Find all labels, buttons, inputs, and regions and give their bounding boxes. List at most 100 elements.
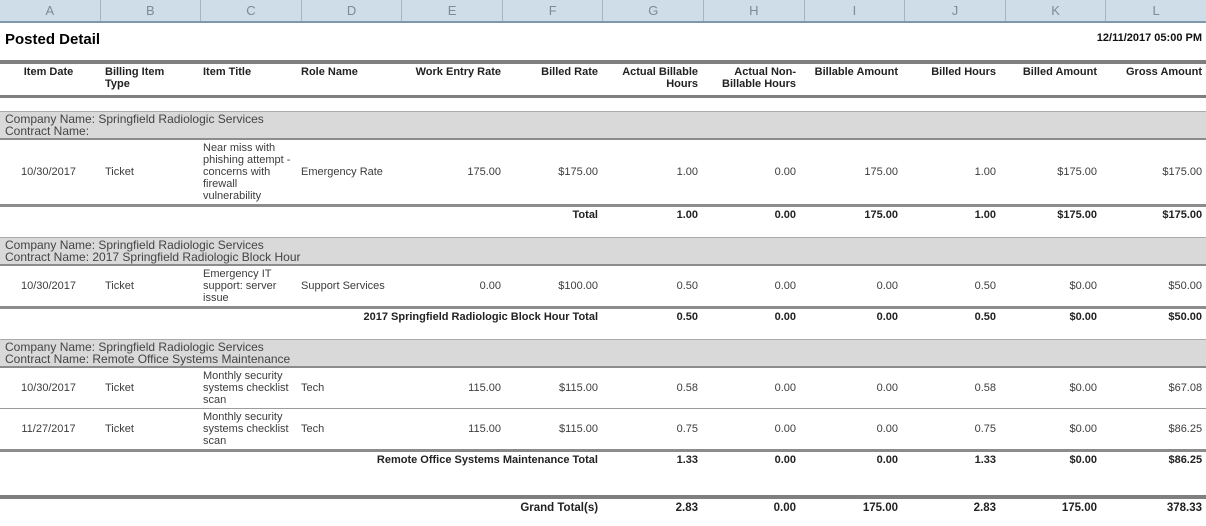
group-total-value: $175.00 [1000,204,1101,224]
column-header-c[interactable]: C [201,0,302,21]
group-total-label: Remote Office Systems Maintenance Total [0,449,602,469]
item-title-cell: Monthly security systems checklist scan [195,408,293,451]
col-billable-amount: Billable Amount [800,60,902,98]
column-header-k[interactable]: K [1006,0,1107,21]
billed-rate-cell: $115.00 [505,408,602,451]
table-row: 11/27/2017 Ticket Monthly security syste… [0,408,1206,451]
group-total-row: Total 1.00 0.00 175.00 1.00 $175.00 $175… [0,204,1206,224]
grand-total-value: 2.83 [902,495,1001,518]
item-date-cell: 11/27/2017 [0,408,97,451]
column-header-e[interactable]: E [402,0,503,21]
group-total-row: 2017 Springfield Radiologic Block Hour T… [0,306,1206,326]
group-total-value: 1.00 [902,204,1000,224]
column-header-h[interactable]: H [704,0,805,21]
contract-name-label: Contract Name: [5,124,90,138]
report-header-row: Item Date Billing Item Type Item Title R… [0,60,1206,98]
group-total-value: $0.00 [1000,449,1101,469]
work-entry-rate-cell: 0.00 [479,280,501,292]
group-total-value: 0.00 [800,449,902,469]
billing-item-type-cell: Ticket [97,408,195,451]
billed-rate-cell: $100.00 [558,280,598,292]
billed-rate-cell: $175.00 [558,166,598,178]
grand-total-value: 2.83 [602,495,703,518]
actual-non-billable-hours-cell: 0.00 [774,166,796,178]
billed-hours-cell: 0.50 [974,280,996,292]
group-total-value: 0.50 [902,306,1000,326]
group-total-value: $175.00 [1101,204,1206,224]
billed-amount-cell: $175.00 [1057,166,1097,178]
group-section-1: Company Name: Springfield Radiologic Ser… [0,111,1206,224]
gross-amount-cell: $50.00 [1168,280,1203,292]
column-header-f[interactable]: F [503,0,604,21]
column-header-b[interactable]: B [101,0,202,21]
actual-billable-hours-cell: 0.58 [676,382,698,394]
billable-amount-cell: 175.00 [864,166,898,178]
group-header-band: Company Name: Springfield Radiologic Ser… [0,237,1206,266]
grand-total-value: 175.00 [800,495,903,518]
group-total-label: 2017 Springfield Radiologic Block Hour T… [0,306,602,326]
grand-total-label: Grand Total(s) [0,495,603,518]
col-billed-hours: Billed Hours [902,60,1000,98]
group-header-band: Company Name: Springfield Radiologic Ser… [0,339,1206,368]
work-entry-rate-cell: 175.00 [467,166,501,178]
billable-amount-cell: 0.00 [876,382,898,394]
col-item-date: Item Date [0,60,97,98]
group-total-value: $0.00 [1000,306,1101,326]
item-date-cell: 10/30/2017 [20,382,77,394]
actual-billable-hours-cell: 0.50 [676,280,698,292]
item-date-cell: 10/30/2017 [20,166,77,178]
table-row: 10/30/2017 Ticket Monthly security syste… [0,367,1206,409]
billed-amount-cell: $0.00 [1000,408,1101,451]
group-header-band: Company Name: Springfield Radiologic Ser… [0,111,1206,140]
contract-name-label: Contract Name: 2017 Springfield Radiolog… [5,250,301,264]
column-header-l[interactable]: L [1152,3,1160,18]
billed-hours-cell: 0.75 [902,408,1000,451]
company-name-label: Company Name: Springfield Radiologic Ser… [5,340,264,354]
column-header-j[interactable]: J [905,0,1006,21]
col-billed-amount: Billed Amount [1000,60,1101,98]
group-total-value: $86.25 [1101,449,1206,469]
billed-amount-cell: $0.00 [1069,280,1097,292]
group-total-value: 0.50 [602,306,702,326]
group-section-3: Company Name: Springfield Radiologic Ser… [0,339,1206,469]
column-header-d[interactable]: D [302,0,403,21]
billing-item-type-cell: Ticket [105,280,134,292]
role-name-cell: Tech [293,408,390,451]
report-timestamp: 12/11/2017 05:00 PM [1096,32,1202,44]
contract-name-label: Contract Name: Remote Office Systems Mai… [5,352,291,366]
work-entry-rate-cell: 115.00 [390,408,505,451]
column-header-i[interactable]: I [805,0,906,21]
actual-non-billable-hours-cell: 0.00 [774,382,796,394]
billed-hours-cell: 1.00 [974,166,996,178]
grand-total-value: 175.00 [1000,495,1102,518]
col-work-entry-rate: Work Entry Rate [390,60,505,98]
company-name-label: Company Name: Springfield Radiologic Ser… [5,238,264,252]
gross-amount-cell: $175.00 [1162,166,1203,178]
item-title-cell: Emergency IT support: server issue [203,268,277,304]
gross-amount-cell: $67.08 [1168,382,1203,394]
column-header-a[interactable]: A [0,0,101,21]
work-entry-rate-cell: 115.00 [468,382,501,394]
col-role-name: Role Name [293,60,390,98]
page-number: pg. 1 [0,518,1206,526]
column-header-g[interactable]: G [603,0,705,21]
billed-amount-cell: $0.00 [1069,382,1097,394]
billing-item-type-cell: Ticket [105,166,134,178]
group-section-2: Company Name: Springfield Radiologic Ser… [0,237,1206,326]
group-total-value: 0.00 [702,204,800,224]
billed-rate-cell: $115.00 [559,382,598,394]
billable-amount-cell: 0.00 [800,408,902,451]
role-name-cell: Tech [301,382,325,394]
group-total-value: 0.00 [800,306,902,326]
company-name-label: Company Name: Springfield Radiologic Ser… [5,112,264,126]
group-total-value: 1.33 [902,449,1000,469]
gross-amount-cell: $86.25 [1101,408,1206,451]
col-actual-billable-hours: Actual Billable Hours [602,60,702,98]
group-total-value: 1.33 [602,449,702,469]
billable-amount-cell: 0.00 [876,280,898,292]
role-name-cell: Support Services [301,280,385,292]
group-total-row: Remote Office Systems Maintenance Total … [0,449,1206,469]
item-date-cell: 10/30/2017 [20,280,77,292]
col-billing-item-type: Billing Item Type [97,60,195,98]
